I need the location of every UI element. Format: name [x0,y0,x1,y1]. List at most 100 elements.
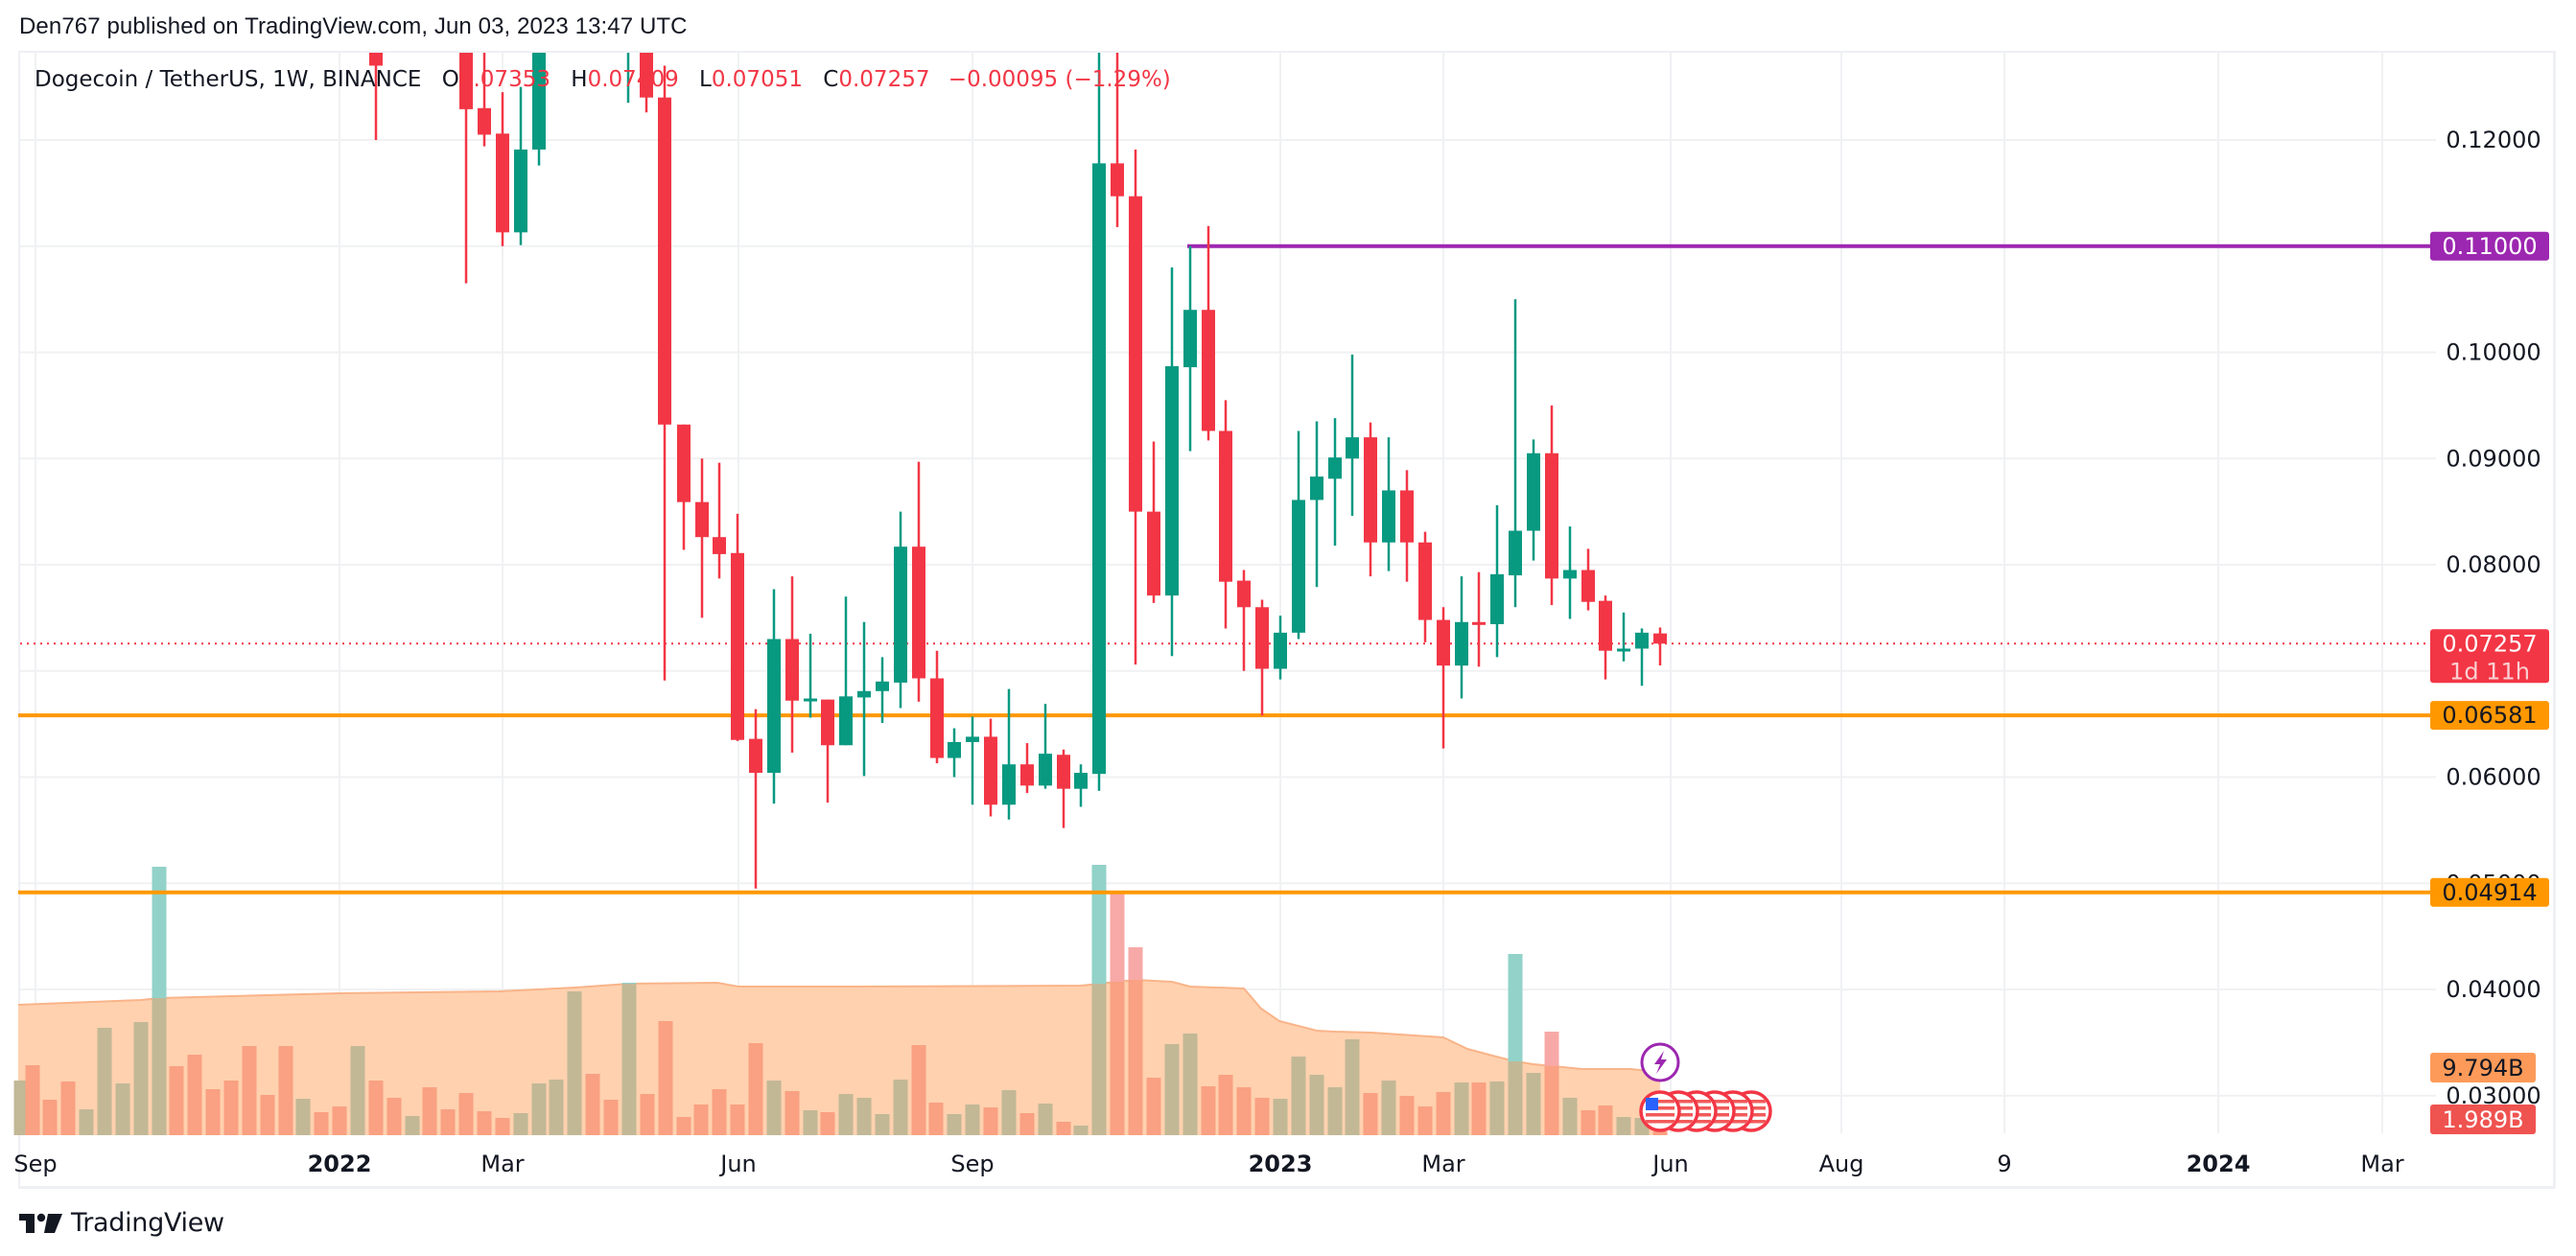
candle-up [966,736,979,742]
volume-bar [1273,1099,1288,1135]
time-axis[interactable]: Sep 2022 Mar Jun Sep 2023 Mar Jun Aug 9 2024 Mar [13,1151,2555,1189]
volume-bar [676,1117,691,1135]
event-markers[interactable] [1639,1042,1772,1132]
volume-bar [1201,1086,1216,1135]
volume-bar [25,1065,40,1135]
volume-bar [60,1082,76,1135]
flag-stripe [1682,1120,1711,1124]
volume-bar [386,1098,402,1135]
candle-down [1418,542,1432,620]
volume-bar [1183,1034,1198,1135]
candle-down [1255,607,1269,669]
lightning-event-icon[interactable] [1640,1042,1680,1082]
time-tick-label: 2022 [308,1151,372,1177]
candle-down [369,53,383,66]
time-tick-label: Mar [480,1151,524,1177]
volume-bar [314,1112,329,1135]
candle-down [1020,764,1034,786]
volume-bar-outer [1091,865,1107,984]
lightning-bolt-icon [1654,1051,1667,1074]
volume-bar [223,1081,239,1135]
candle-down [1545,453,1558,579]
candle-down [1581,570,1595,602]
price-label-support-upper[interactable]: 0.06581 [2430,701,2549,731]
candle-up [839,696,853,746]
volume-bar [42,1100,58,1135]
volume-bar [1254,1098,1270,1135]
volume-bar [549,1080,564,1135]
high-value: 0.07409 [587,67,679,92]
volume-bar-outer [1110,891,1125,982]
tradingview-footer[interactable]: TradingView [19,1208,224,1238]
candle-down [1437,619,1450,666]
last-price-label-text: 0.07257 [2442,630,2537,657]
us-flag-event-icon[interactable] [1639,1090,1681,1132]
grid-lines [20,53,2436,1133]
volume-bar [440,1109,456,1135]
candle-down [478,107,491,135]
candle-down [1111,163,1124,197]
candle-up [1074,773,1088,789]
candle-up [1002,764,1016,805]
price-axis[interactable]: 0.12000 0.10000 0.09000 0.08000 0.06000 0.040… [2430,51,2556,1188]
flag-stripe [1646,1106,1674,1110]
volume-bar [1598,1105,1613,1135]
candle-down [695,501,709,538]
candle-up [767,639,781,774]
price-label-resistance-text: 0.11000 [2442,233,2537,260]
candle-down [1219,430,1232,582]
volume-bar [965,1105,980,1135]
volume-bar [567,991,582,1135]
volume-bar [1544,1065,1559,1135]
volume-bar [1327,1087,1343,1135]
candle-down [1237,580,1251,608]
volume-bar [79,1109,94,1135]
candlesticks [369,53,1667,889]
candle-up [1635,632,1649,649]
volume-bar [205,1089,221,1135]
candle-up [948,741,961,758]
price-tick-label: 0.09000 [2446,445,2541,472]
time-tick-label: Mar [1421,1151,1464,1177]
volume-bar [585,1074,600,1135]
volume-bar [640,1094,655,1135]
time-tick-label: Sep [950,1151,994,1177]
horizontal-levels[interactable] [18,244,2436,895]
candle-down [677,424,691,502]
candle-down [749,738,762,774]
volume-current-label-bg [2430,1105,2536,1134]
candle-up [1328,457,1342,479]
volume-bar [133,1022,149,1135]
price-label-support-lower[interactable]: 0.04914 [2430,877,2549,907]
candle-up [1165,365,1179,596]
candle-down [1147,511,1160,596]
time-tick-label: Jun [718,1151,757,1177]
open-label: O [441,67,459,92]
tradingview-logo-icon [19,1213,62,1233]
volume-bar [1091,984,1107,1135]
volume-bar [405,1116,420,1135]
volume-bar-outer [1128,947,1143,980]
last-price-label-bg [2430,629,2549,684]
tradingview-brand: TradingView [71,1208,224,1238]
volume-bar [495,1118,510,1135]
time-tick-label: 2024 [2187,1151,2251,1177]
last-price-label-countdown: 1d 11h [2449,658,2530,685]
volume-bars [13,865,1668,1135]
candle-down [658,97,671,425]
price-label-resistance[interactable]: 0.11000 [2430,231,2549,261]
volume-bar [983,1107,998,1135]
candle-down [1364,437,1377,543]
candle-down [713,537,726,554]
volume-bar [1128,980,1143,1135]
volume-bar [658,1021,673,1135]
volume-bar [368,1081,384,1135]
volume-bar [1363,1093,1378,1135]
volume-ma-label-bg [2430,1053,2536,1082]
candle-up [857,690,871,698]
volume-bar [477,1111,492,1135]
volume-bar [295,1099,311,1135]
volume-bar [1056,1122,1071,1135]
